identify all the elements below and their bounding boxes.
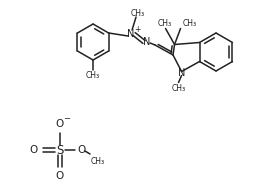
Text: +: + (134, 25, 140, 33)
Text: CH₃: CH₃ (158, 19, 172, 28)
Text: N: N (143, 37, 151, 47)
Text: O: O (77, 145, 85, 155)
Text: O: O (56, 119, 64, 129)
Text: CH₃: CH₃ (182, 19, 197, 28)
Text: O: O (29, 145, 37, 155)
Text: N: N (127, 29, 135, 39)
Text: CH₃: CH₃ (131, 9, 145, 17)
Text: S: S (56, 143, 64, 157)
Text: CH₃: CH₃ (171, 84, 186, 93)
Text: CH₃: CH₃ (91, 157, 105, 165)
Text: −: − (64, 115, 70, 124)
Text: O: O (56, 171, 64, 181)
Text: N: N (178, 67, 185, 78)
Text: CH₃: CH₃ (86, 71, 100, 81)
